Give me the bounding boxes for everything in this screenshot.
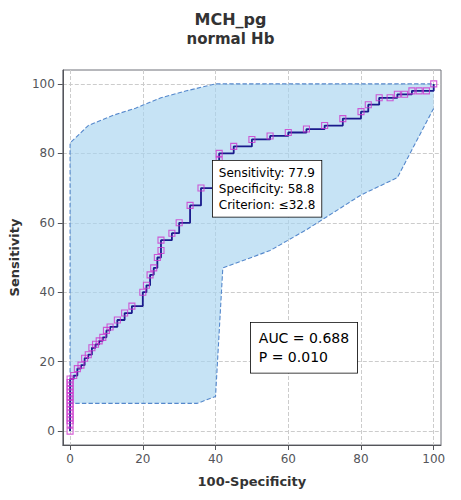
svg-text:Sensitivity: 77.9: Sensitivity: 77.9 <box>219 166 315 180</box>
svg-text:20: 20 <box>135 452 150 466</box>
svg-text:100: 100 <box>422 452 445 466</box>
svg-text:40: 40 <box>208 452 223 466</box>
svg-text:100: 100 <box>32 77 55 91</box>
svg-text:20: 20 <box>40 355 55 369</box>
svg-text:Criterion: ≤32.8: Criterion: ≤32.8 <box>219 198 316 212</box>
svg-text:MCH_pg: MCH_pg <box>195 10 267 29</box>
svg-text:normal Hb: normal Hb <box>187 30 275 48</box>
svg-text:Specificity: 58.8: Specificity: 58.8 <box>219 182 315 196</box>
svg-text:0: 0 <box>66 452 74 466</box>
svg-text:80: 80 <box>40 146 55 160</box>
svg-text:P = 0.010: P = 0.010 <box>259 349 328 365</box>
svg-text:60: 60 <box>281 452 296 466</box>
svg-text:100-Specificity: 100-Specificity <box>198 474 307 489</box>
svg-text:40: 40 <box>40 285 55 299</box>
svg-text:80: 80 <box>353 452 368 466</box>
svg-text:Sensitivity: Sensitivity <box>7 218 22 296</box>
svg-text:60: 60 <box>40 216 55 230</box>
svg-text:0: 0 <box>47 424 55 438</box>
svg-text:AUC = 0.688: AUC = 0.688 <box>259 330 349 346</box>
